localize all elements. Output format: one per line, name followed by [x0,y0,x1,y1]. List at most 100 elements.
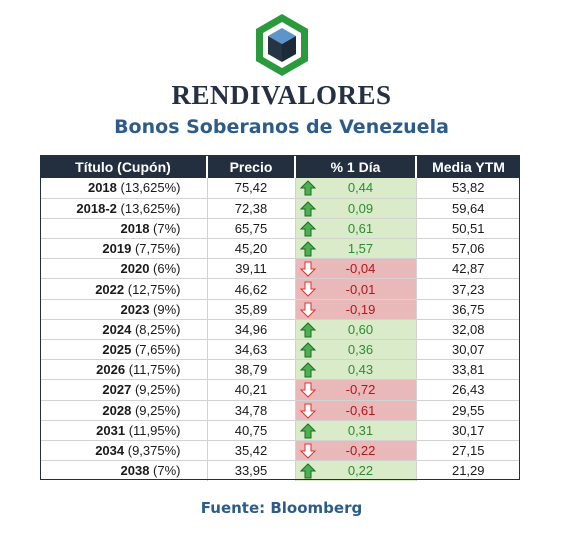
table-row: 2027 (9,25%) 40,21 -0,72 26,43 [40,379,520,401]
bond-ytm: 59,64 [416,198,520,219]
bond-coupon: (13,625%) [120,180,181,196]
bond-price: 40,75 [207,420,296,441]
bond-title-cell: 2026 (11,75%) [40,359,208,381]
table-row: 2019 (7,75%) 45,20 1,57 57,06 [40,238,520,260]
table-row: 2026 (11,75%) 38,79 0,43 33,81 [40,359,520,381]
bond-year: 2028 [102,402,132,418]
bond-title-cell: 2034 (9,375%) [40,440,208,462]
bond-year: 2024 [102,321,132,337]
bond-coupon: (13,625%) [120,200,181,216]
table-row: 2031 (11,95%) 40,75 0,31 30,17 [40,420,520,441]
arrow-up-icon [299,200,316,217]
column-header-daily-change: % 1 Día [295,155,417,178]
arrow-up-icon [299,423,316,439]
bond-ytm: 27,15 [416,440,520,462]
bond-price: 34,63 [207,339,296,361]
table-row: 2022 (12,75%) 46,62 -0,01 37,23 [40,278,520,300]
bond-daily-change-value: 0,44 [347,180,374,196]
table-row: 2018 (7%) 65,75 0,61 50,51 [40,218,520,240]
bond-daily-change: 0,44 [295,178,417,199]
bond-coupon: (6%) [153,261,181,277]
bond-daily-change-value: 0,60 [347,321,374,337]
bond-daily-change-value: 1,57 [347,241,374,257]
bond-ytm: 33,81 [416,359,520,381]
bond-daily-change: 0,31 [295,420,417,441]
bond-ytm: 42,87 [416,258,520,280]
bond-ytm: 53,82 [416,178,520,199]
bond-year: 2031 [96,422,126,438]
bond-price: 46,62 [207,278,296,300]
bond-ytm: 57,06 [416,238,520,260]
bond-title-cell: 2038 (7%) [40,460,208,481]
bond-coupon: (8,25%) [134,321,181,337]
bond-year: 2018-2 [76,200,117,216]
arrow-up-icon [299,221,316,237]
bond-price: 40,21 [207,379,296,401]
bond-price: 33,95 [207,460,296,481]
bond-title-cell: 2025 (7,65%) [40,339,208,361]
arrow-up-icon [299,463,316,479]
column-header-price: Precio [207,155,296,178]
table-row: 2038 (7%) 33,95 0,22 21,29 [40,460,520,481]
bond-price: 38,79 [207,359,296,381]
bond-title-cell: 2018-2 (13,625%) [40,198,208,219]
bond-daily-change-value: -0,04 [345,261,376,277]
bond-daily-change-value: 0,36 [347,342,374,358]
bond-year: 2020 [120,261,150,277]
bond-title-cell: 2024 (8,25%) [40,319,208,341]
bond-daily-change-value: -0,01 [345,281,376,297]
bond-daily-change: -0,61 [295,400,417,421]
bond-coupon: (9%) [153,301,181,317]
bond-coupon: (7,65%) [134,342,181,358]
bond-price: 34,78 [207,400,296,421]
bond-daily-change-value: 0,31 [347,422,374,438]
bond-daily-change: 0,36 [295,339,417,361]
column-header-title: Título (Cupón) [40,155,208,178]
bond-daily-change-value: -0,72 [345,382,376,398]
bond-coupon: (9,25%) [134,402,181,418]
bond-ytm: 29,55 [416,400,520,421]
bond-price: 39,11 [207,258,296,280]
table-row: 2023 (9%) 35,89 -0,19 36,75 [40,299,520,320]
rendivalores-logo [256,14,308,76]
table-header-row: Título (Cupón) Precio % 1 Día Media YTM [40,155,520,178]
arrow-down-icon [299,281,316,298]
bond-daily-change: 1,57 [295,238,417,260]
bond-ytm: 21,29 [451,463,485,479]
bond-title-cell: 2018 (7%) [40,218,208,240]
bond-title-cell: 2023 (9%) [40,299,208,320]
bond-daily-change-value: 0,43 [347,362,374,378]
bond-price: 35,42 [207,440,296,462]
bond-year: 2034 [95,443,125,459]
bond-price: 75,42 [207,178,296,199]
table-row: 2024 (8,25%) 34,96 0,60 32,08 [40,319,520,341]
bond-ytm: 30,17 [416,420,520,441]
bond-daily-change: -0,19 [295,299,417,320]
bond-title-cell: 2028 (9,25%) [40,400,208,421]
arrow-up-icon [299,362,316,378]
bond-price: 72,38 [207,198,296,219]
source-note: Fuente: Bloomberg [200,499,363,517]
bond-daily-change: -0,01 [295,278,417,300]
bond-year: 2027 [102,382,132,398]
table-row: 2018 (13,625%) 75,42 0,44 53,82 [40,178,520,199]
bond-coupon: (11,95%) [128,422,181,438]
bond-year: 2018 [120,220,150,236]
bond-daily-change-value: -0,19 [345,301,376,317]
bond-daily-change-value: -0,61 [345,402,376,418]
bond-ytm: 30,07 [416,339,520,361]
arrow-down-icon [299,403,316,419]
bond-daily-change: 0,09 [295,198,417,219]
bond-coupon: (7%) [153,463,181,479]
arrow-down-icon [299,382,316,399]
bond-title-cell: 2018 (13,625%) [40,178,208,199]
bond-title-cell: 2027 (9,25%) [40,379,208,401]
brand-name: RENDIVALORES [171,80,392,110]
bond-year: 2038 [120,463,150,479]
bond-daily-change-value: 0,22 [347,463,374,479]
bond-coupon: (7%) [153,220,181,236]
bond-ytm: 32,08 [416,319,520,341]
bond-daily-change: 0,43 [295,359,417,381]
bond-daily-change: -0,04 [295,258,417,280]
bond-coupon: (11,75%) [128,362,181,378]
